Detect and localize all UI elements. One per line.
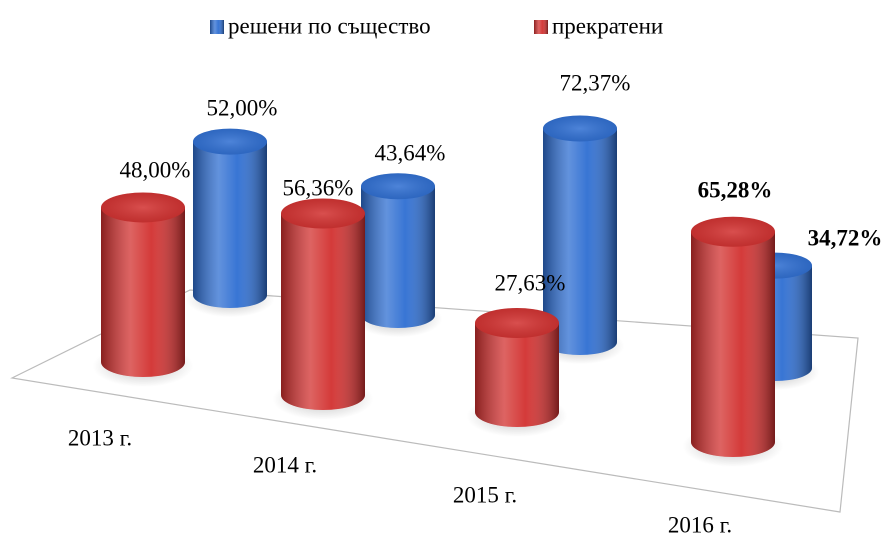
cylinder-body-shade <box>543 128 617 355</box>
cylinder-body-shade <box>475 323 559 427</box>
cylinder-top-shade <box>193 128 267 155</box>
cylinder-top-shade <box>281 198 365 229</box>
value-label: 48,00% <box>120 157 191 182</box>
cylinder <box>682 216 784 467</box>
cylinder-top-shade <box>691 216 775 247</box>
cylinder-top-shade <box>475 308 559 339</box>
category-label: 2013 г. <box>68 425 132 450</box>
cylinder-top-shade <box>543 115 617 142</box>
cylinder <box>466 308 568 437</box>
category-label: 2015 г. <box>453 482 517 507</box>
value-label: 72,37% <box>560 70 631 95</box>
legend-swatch-shade <box>210 20 224 34</box>
category-label: 2016 г. <box>668 512 732 537</box>
legend-swatch-shade <box>534 20 548 34</box>
value-label: 34,72% <box>808 225 883 250</box>
cylinder <box>92 192 194 387</box>
cylinder-body-shade <box>101 207 185 377</box>
legend-label: решени по същество <box>228 13 431 38</box>
cylinder <box>185 128 275 318</box>
cylinder <box>535 115 625 365</box>
cylinder-top-shade <box>101 192 185 223</box>
category-label: 2014 г. <box>253 452 317 477</box>
value-label: 27,63% <box>495 270 566 295</box>
legend-label: прекратени <box>552 13 663 38</box>
cylinder-body-shade <box>691 231 775 457</box>
cylinder-body-shade <box>281 213 365 410</box>
value-label: 52,00% <box>207 95 278 120</box>
cylinder <box>272 198 374 420</box>
value-label: 65,28% <box>698 177 773 202</box>
cylinder-body-shade <box>361 186 435 328</box>
legend: решени по същество прекратени <box>210 13 663 38</box>
cylinder <box>353 173 443 338</box>
value-label: 43,64% <box>375 140 446 165</box>
cylinder-body-shade <box>193 141 267 308</box>
cylinder-top-shade <box>361 173 435 200</box>
plot: 52,00% 43,64% 72,37% 34,72% 48,00% 56,36% 27,6… <box>68 70 883 537</box>
value-label: 56,36% <box>283 175 354 200</box>
